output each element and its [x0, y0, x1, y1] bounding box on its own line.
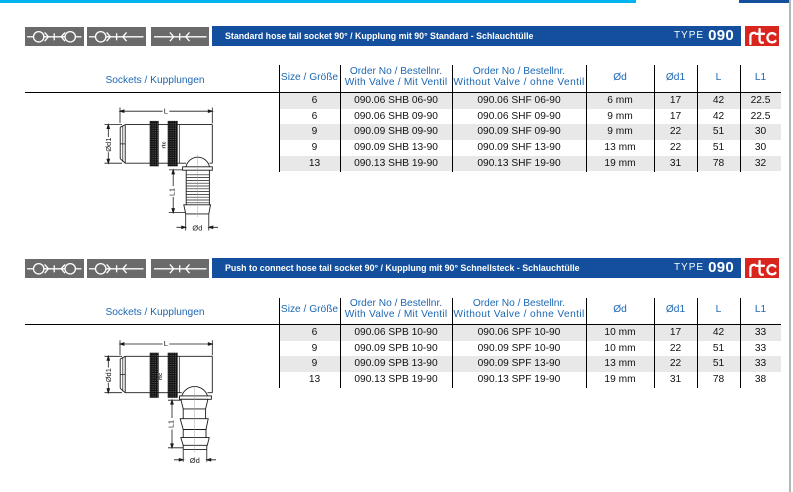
svg-text:Ød1: Ød1 [104, 368, 113, 382]
svg-text:Ød: Ød [190, 456, 200, 465]
svg-text:L: L [164, 339, 168, 348]
svg-text:rtc: rtc [158, 373, 164, 380]
svg-text:L1: L1 [167, 420, 176, 428]
svg-text:L1: L1 [168, 188, 177, 196]
svg-text:rtc: rtc [161, 141, 167, 148]
svg-text:Ød: Ød [192, 224, 202, 233]
svg-text:L: L [164, 106, 168, 115]
svg-text:Ød1: Ød1 [104, 138, 113, 152]
